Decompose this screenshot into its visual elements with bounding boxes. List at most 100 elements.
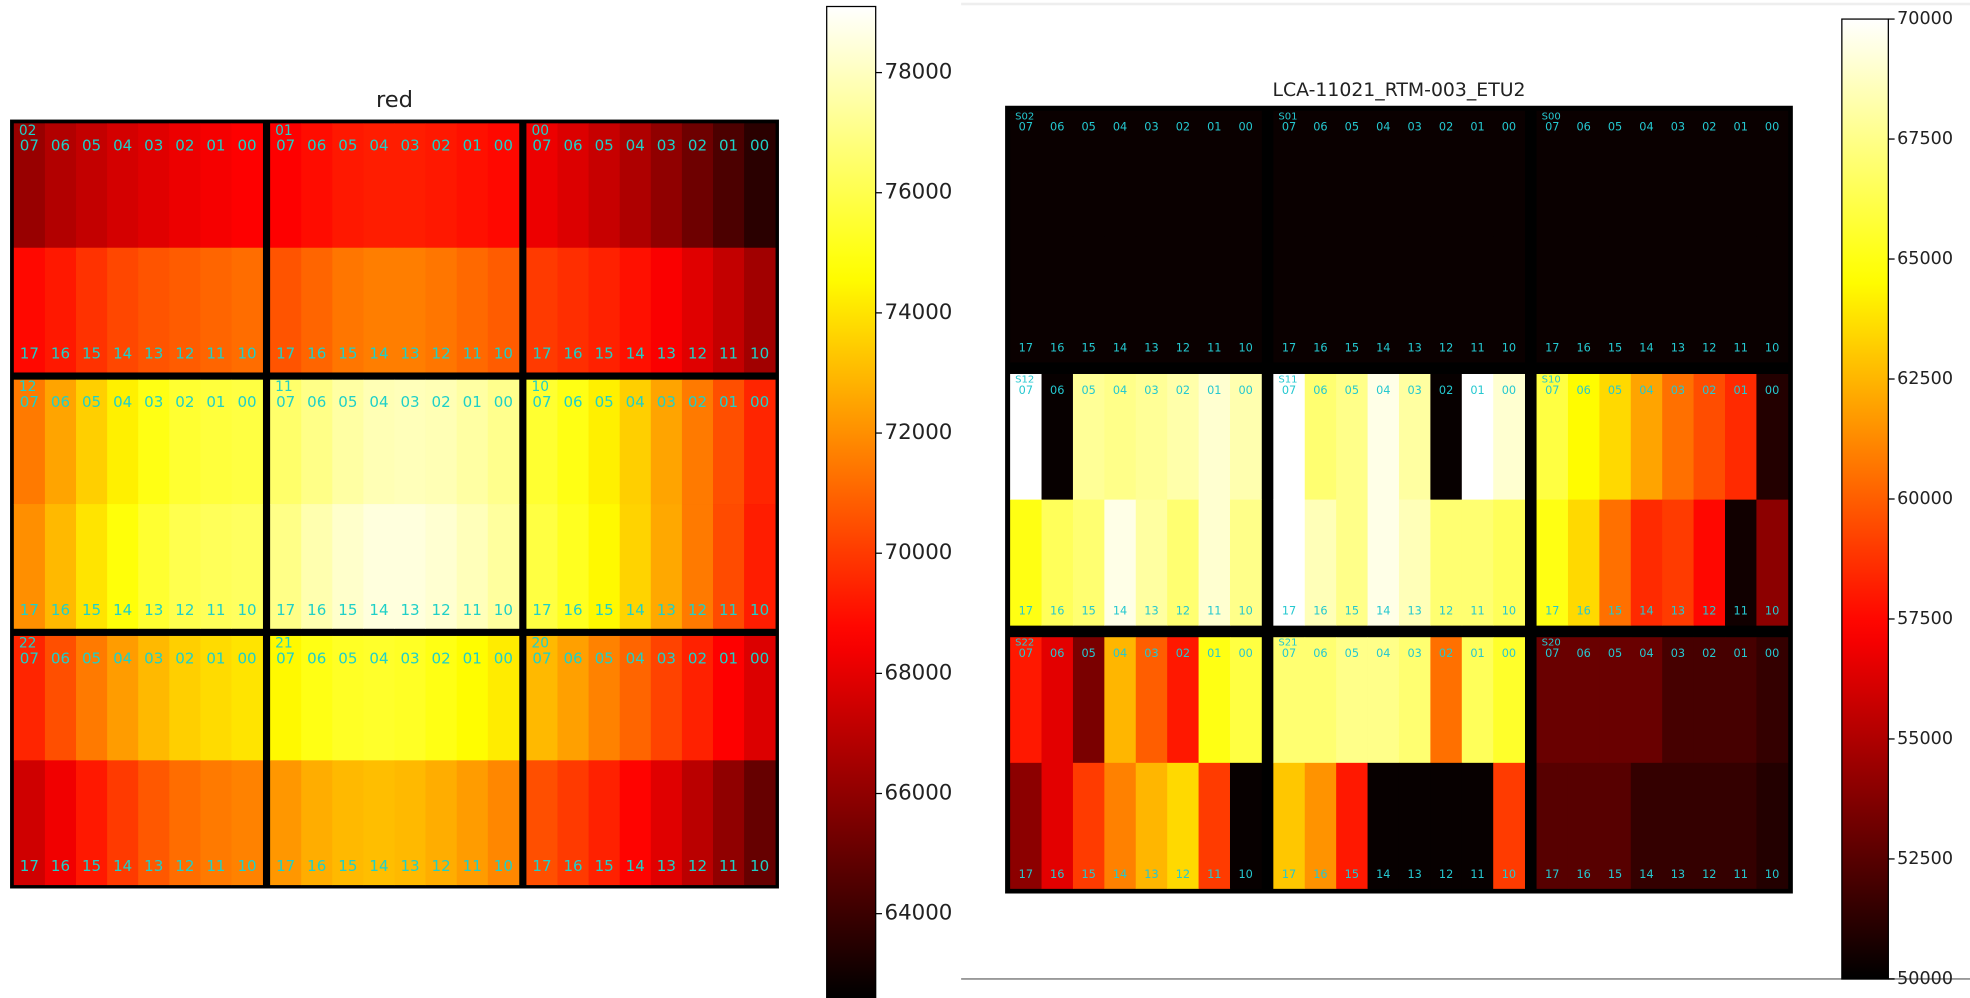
screenshot: red0207060504030201001716151413121110010… xyxy=(0,0,1970,998)
segment-label: 01 xyxy=(463,649,482,667)
segment-label: 16 xyxy=(1050,868,1064,881)
segment-label: 11 xyxy=(1207,605,1221,618)
segment-label: 15 xyxy=(82,345,101,363)
segment-label: 15 xyxy=(338,345,357,363)
segment-label: 01 xyxy=(463,137,482,155)
segment-label: 05 xyxy=(1345,384,1359,397)
segment-label: 14 xyxy=(1113,605,1127,618)
segment-label: 07 xyxy=(1019,647,1033,660)
segment-label: 00 xyxy=(1502,384,1516,397)
segment-label: 13 xyxy=(144,601,163,619)
segment-label: 13 xyxy=(657,601,676,619)
segment-label: 14 xyxy=(113,857,132,875)
segment-label: 01 xyxy=(1207,121,1221,134)
segment-label: 04 xyxy=(626,137,645,155)
segment-label: 06 xyxy=(1313,384,1327,397)
segment-label: 16 xyxy=(1050,605,1064,618)
segment-label: 10 xyxy=(1239,605,1253,618)
segment-label: 13 xyxy=(400,601,419,619)
segment-label: 10 xyxy=(1765,605,1779,618)
segment-label: 05 xyxy=(338,649,357,667)
segment-label: 01 xyxy=(1470,121,1484,134)
colorbar-tick-label: 70000 xyxy=(1897,9,1953,29)
segment-label: 14 xyxy=(113,345,132,363)
segment-label: 14 xyxy=(626,601,645,619)
segment-label: 04 xyxy=(626,649,645,667)
segment-label: 02 xyxy=(1439,121,1453,134)
segment-label: 14 xyxy=(1376,341,1390,354)
segment-label: 10 xyxy=(1502,868,1516,881)
segment-label: 16 xyxy=(51,857,70,875)
colorbar xyxy=(1842,19,1888,979)
colorbar-tick-label: 57500 xyxy=(1897,609,1953,629)
segment-label: 05 xyxy=(1608,647,1622,660)
segment-label: 14 xyxy=(369,857,388,875)
segment-label: 15 xyxy=(82,857,101,875)
segment-label: 11 xyxy=(206,601,225,619)
segment-label: 07 xyxy=(276,393,295,411)
segment-label: 16 xyxy=(307,601,326,619)
segment-label: 04 xyxy=(1376,647,1390,660)
segment-label: 16 xyxy=(563,857,582,875)
segment-label: 17 xyxy=(1282,868,1296,881)
colorbar-tick-label: 74000 xyxy=(884,300,952,325)
segment-label: 13 xyxy=(400,857,419,875)
segment-label: 04 xyxy=(113,137,132,155)
segment-label: 00 xyxy=(1765,647,1779,660)
segment-label: 15 xyxy=(595,601,614,619)
segment-label: 04 xyxy=(1639,647,1653,660)
segment-label: 10 xyxy=(750,601,769,619)
segment-label: 05 xyxy=(82,137,101,155)
segment-label: 07 xyxy=(1282,384,1296,397)
segment-label: 07 xyxy=(1019,384,1033,397)
segment-label: 01 xyxy=(1734,384,1748,397)
segment-label: 17 xyxy=(20,857,39,875)
segment-label: 13 xyxy=(1144,868,1158,881)
segment-label: 01 xyxy=(719,393,738,411)
segment-label: 07 xyxy=(20,137,39,155)
segment-label: 02 xyxy=(175,649,194,667)
segment-label: 13 xyxy=(1144,341,1158,354)
segment-label: 10 xyxy=(1765,868,1779,881)
segment-label: 16 xyxy=(1576,341,1590,354)
segment-label: 11 xyxy=(463,345,482,363)
segment-label: 04 xyxy=(1376,384,1390,397)
segment-label: 10 xyxy=(1239,868,1253,881)
segment-label: 00 xyxy=(494,137,513,155)
segment-label: 11 xyxy=(206,857,225,875)
segment-label: 15 xyxy=(1608,341,1622,354)
segment-label: 03 xyxy=(144,393,163,411)
segment-label: 14 xyxy=(1639,605,1653,618)
segment-label: 17 xyxy=(532,601,551,619)
segment-label: 10 xyxy=(1765,341,1779,354)
segment-label: 12 xyxy=(432,857,451,875)
segment-label: 02 xyxy=(1176,647,1190,660)
segment-label: 07 xyxy=(532,393,551,411)
segment-label: 01 xyxy=(206,393,225,411)
segment-label: 15 xyxy=(1081,341,1095,354)
segment-label: 11 xyxy=(1207,341,1221,354)
segment-label: 15 xyxy=(1345,868,1359,881)
segment-label: 02 xyxy=(688,649,707,667)
segment-label: 05 xyxy=(338,137,357,155)
segment-label: 04 xyxy=(1113,121,1127,134)
segment-label: 06 xyxy=(51,393,70,411)
segment-label: 15 xyxy=(338,601,357,619)
segment-label: 04 xyxy=(113,649,132,667)
segment-label: 04 xyxy=(113,393,132,411)
segment-label: 12 xyxy=(1702,868,1716,881)
segment-label: 13 xyxy=(1407,605,1421,618)
segment-label: 10 xyxy=(1502,341,1516,354)
segment-label: 02 xyxy=(1176,121,1190,134)
segment-label: 01 xyxy=(206,137,225,155)
segment-label: 01 xyxy=(1470,384,1484,397)
segment-label: 14 xyxy=(1376,868,1390,881)
segment-label: 17 xyxy=(1282,605,1296,618)
segment-label: 15 xyxy=(1608,868,1622,881)
segment-label: 13 xyxy=(657,857,676,875)
segment-label: 11 xyxy=(719,601,738,619)
segment-label: 12 xyxy=(1702,341,1716,354)
colorbar-tick-label: 76000 xyxy=(884,180,952,205)
segment-label: 11 xyxy=(1207,868,1221,881)
segment-label: 07 xyxy=(276,649,295,667)
